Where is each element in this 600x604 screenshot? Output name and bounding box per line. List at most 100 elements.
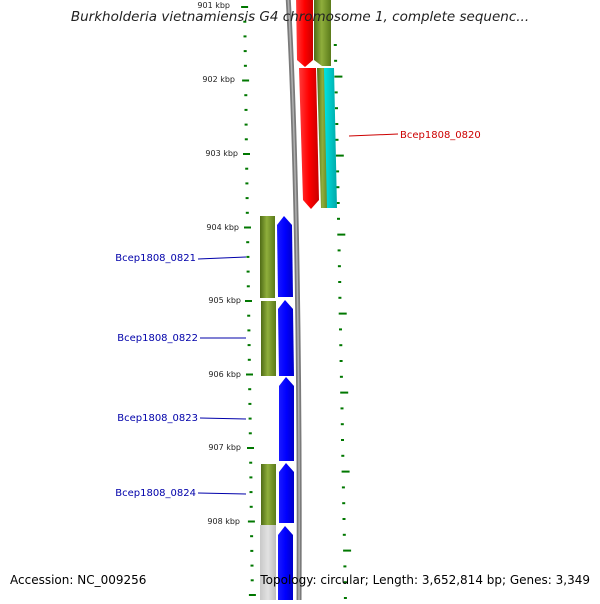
tick-label-901: 901 kbp bbox=[197, 1, 230, 10]
leader-line-0824 bbox=[197, 492, 247, 495]
ruler-tick bbox=[248, 417, 252, 420]
ruler-tick bbox=[339, 328, 342, 331]
ruler-tick bbox=[337, 233, 346, 236]
ruler-tick bbox=[339, 344, 343, 347]
gene-labels: Bcep1808_0820 Bcep1808_0821 Bcep1808_082… bbox=[115, 130, 481, 499]
ruler-tick bbox=[249, 491, 253, 494]
ruler-tick bbox=[244, 138, 248, 141]
ruler-tick bbox=[248, 388, 252, 391]
ruler-tick bbox=[337, 217, 340, 220]
chromosome-backbone bbox=[285, 0, 302, 604]
ruler-tick bbox=[243, 35, 247, 38]
map-title: Burkholderia vietnamiensis G4 chromosome… bbox=[70, 9, 530, 25]
ruler-tick bbox=[250, 564, 254, 567]
cds-feature-forward-3[interactable] bbox=[261, 464, 276, 525]
ruler-tick bbox=[247, 520, 255, 523]
ruler-tick bbox=[245, 300, 252, 302]
ruler-tick bbox=[243, 64, 247, 67]
tick-label-905: 905 kbp bbox=[208, 296, 241, 305]
gene-arrow-bcep1808-0820-upper[interactable] bbox=[296, 0, 313, 67]
ruler-tick bbox=[247, 447, 254, 449]
ruler-tick bbox=[334, 59, 338, 62]
ruler-tick bbox=[250, 579, 254, 582]
ruler-tick bbox=[333, 44, 337, 46]
gene-arrow-forward-5[interactable] bbox=[278, 526, 293, 604]
ruler-tick bbox=[249, 505, 253, 508]
ruler-tick bbox=[343, 565, 347, 568]
ruler-tick bbox=[243, 50, 247, 53]
ruler-tick bbox=[247, 358, 251, 361]
ruler-tick bbox=[245, 182, 249, 185]
ruler-tick bbox=[246, 255, 250, 258]
gene-label-bcep1808-0821[interactable]: Bcep1808_0821 bbox=[115, 253, 196, 264]
ruler-tick bbox=[340, 423, 344, 426]
kbp-scale: 901 kbp 902 kbp 903 kbp 904 kbp 905 kbp … bbox=[197, 1, 241, 526]
ruler-tick bbox=[341, 439, 344, 441]
cds-feature-forward-2[interactable] bbox=[261, 301, 276, 376]
tick-label-902: 902 kbp bbox=[202, 75, 235, 84]
gene-arrow-bcep1808-0824[interactable] bbox=[279, 463, 294, 523]
ruler-tick bbox=[241, 6, 249, 8]
ruler-tick bbox=[246, 373, 253, 376]
gene-label-bcep1808-0820[interactable]: Bcep1808_0820 bbox=[400, 130, 481, 141]
ruler-tick bbox=[340, 391, 349, 394]
gene-label-bcep1808-0824[interactable]: Bcep1808_0824 bbox=[115, 488, 196, 499]
ruler-tick bbox=[343, 597, 347, 599]
ruler-tick bbox=[338, 312, 347, 315]
ruler-tick bbox=[245, 197, 249, 200]
ruler-tick bbox=[244, 123, 248, 126]
ruler-tick bbox=[343, 581, 347, 584]
topology-summary: Topology: circular; Length: 3,652,814 bp… bbox=[260, 573, 590, 587]
ruler-tick bbox=[336, 170, 340, 173]
ruler-tick bbox=[245, 211, 249, 214]
ruler-tick bbox=[337, 249, 341, 252]
ruler-tick bbox=[248, 432, 252, 435]
ruler-tick bbox=[247, 329, 251, 332]
ruler-tick bbox=[246, 241, 250, 244]
ruler-tick bbox=[250, 535, 254, 538]
ruler-tick bbox=[243, 20, 247, 23]
ruler-tick bbox=[246, 270, 250, 273]
ruler-tick bbox=[246, 285, 250, 288]
ruler-tick bbox=[335, 123, 339, 125]
ruler-tick bbox=[337, 265, 341, 268]
ruler-tick bbox=[248, 594, 256, 596]
ruler-tick bbox=[339, 360, 343, 362]
ruler-tick bbox=[242, 79, 250, 82]
ruler-tick bbox=[334, 75, 343, 78]
ruler-tick bbox=[334, 91, 338, 94]
ruler-tick bbox=[247, 314, 251, 317]
reverse-strand-track bbox=[296, 0, 337, 209]
ruler-tick bbox=[336, 186, 340, 189]
tick-label-906: 906 kbp bbox=[208, 370, 241, 379]
ruler-tick bbox=[342, 502, 346, 505]
forward-strand-track bbox=[260, 216, 294, 604]
cds-feature-forward-1[interactable] bbox=[260, 216, 275, 298]
cds-feature-reverse[interactable] bbox=[314, 0, 331, 66]
gene-label-bcep1808-0823[interactable]: Bcep1808_0823 bbox=[117, 413, 198, 424]
ruler-tick bbox=[249, 461, 253, 464]
gene-arrow-bcep1808-0820[interactable] bbox=[299, 68, 319, 209]
ruler-tick bbox=[340, 407, 344, 410]
leader-line-0820 bbox=[348, 133, 399, 137]
gene-arrow-bcep1808-0822[interactable] bbox=[278, 300, 294, 376]
ruler-tick bbox=[342, 518, 346, 520]
tick-label-907: 907 kbp bbox=[208, 443, 241, 452]
ruler-tick bbox=[335, 154, 344, 157]
cyan-feature[interactable] bbox=[324, 68, 337, 208]
gene-label-bcep1808-0822[interactable]: Bcep1808_0822 bbox=[117, 333, 198, 344]
ruler-tick bbox=[335, 138, 339, 141]
gene-arrow-bcep1808-0821[interactable] bbox=[277, 216, 293, 297]
grey-feature[interactable] bbox=[260, 525, 276, 604]
ruler-tick bbox=[342, 533, 346, 536]
leader-line-0821 bbox=[197, 256, 247, 260]
tick-label-908: 908 kbp bbox=[207, 517, 240, 526]
ruler-tick bbox=[247, 344, 251, 347]
ruler-tick bbox=[341, 470, 350, 473]
ruler-tick bbox=[244, 94, 248, 97]
ruler-tick bbox=[248, 402, 252, 405]
gene-arrow-bcep1808-0823[interactable] bbox=[279, 377, 294, 461]
ruler-tick bbox=[335, 107, 338, 110]
